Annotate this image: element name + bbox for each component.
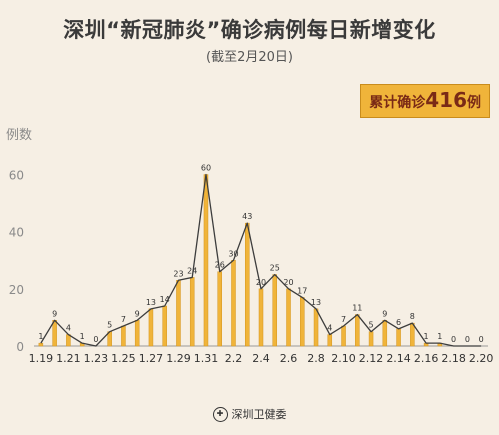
bar bbox=[272, 274, 278, 347]
bar bbox=[38, 342, 44, 347]
bar bbox=[162, 305, 167, 347]
data-label: 24 bbox=[187, 266, 197, 275]
bar bbox=[313, 308, 319, 347]
x-tick-label: 1.31 bbox=[194, 352, 219, 365]
bar bbox=[258, 288, 264, 347]
bar bbox=[286, 288, 291, 347]
data-label: 43 bbox=[242, 212, 252, 221]
source-label: 深圳卫健委 bbox=[231, 408, 287, 421]
data-label: 1 bbox=[38, 332, 43, 341]
bar bbox=[134, 320, 140, 347]
x-tick-label: 2.12 bbox=[359, 352, 384, 365]
total-confirmed-label: 累计确诊 bbox=[369, 95, 426, 111]
data-label: 0 bbox=[465, 335, 470, 344]
x-tick-label: 1.23 bbox=[84, 352, 109, 365]
health-commission-logo-icon: ✚ bbox=[212, 406, 228, 422]
data-label: 6 bbox=[396, 318, 401, 327]
bar bbox=[341, 325, 346, 347]
total-confirmed-unit: 例 bbox=[467, 95, 481, 111]
x-tick-label: 2.20 bbox=[469, 352, 494, 365]
data-label: 1 bbox=[80, 332, 85, 341]
data-label: 23 bbox=[173, 269, 183, 278]
x-tick-label: 1.19 bbox=[29, 352, 54, 365]
data-label: 4 bbox=[66, 324, 71, 333]
data-label: 9 bbox=[52, 309, 57, 318]
data-label: 7 bbox=[341, 315, 346, 324]
data-label: 7 bbox=[121, 315, 126, 324]
bar bbox=[203, 174, 209, 347]
bar bbox=[148, 308, 154, 347]
y-tick-label: 60 bbox=[9, 169, 24, 183]
total-confirmed-badge: 累计确诊416例 bbox=[360, 84, 490, 118]
x-tick-label: 2.6 bbox=[280, 352, 298, 365]
x-tick-label: 2.2 bbox=[225, 352, 243, 365]
y-tick-label: 0 bbox=[16, 340, 24, 354]
data-label: 0 bbox=[451, 335, 456, 344]
bar bbox=[355, 314, 360, 347]
chart-title: 深圳“新冠肺炎”确诊病例每日新增变化 bbox=[63, 18, 436, 42]
data-label: 17 bbox=[297, 286, 307, 295]
data-label: 1 bbox=[437, 332, 442, 341]
x-tick-label: 2.10 bbox=[331, 352, 356, 365]
data-label: 4 bbox=[327, 324, 332, 333]
x-tick-label: 1.29 bbox=[166, 352, 191, 365]
bar bbox=[327, 334, 333, 347]
y-tick-label: 20 bbox=[9, 283, 24, 297]
trend-line bbox=[40, 173, 482, 347]
data-label: 13 bbox=[146, 298, 156, 307]
bar bbox=[189, 277, 195, 347]
bar bbox=[410, 322, 415, 347]
total-confirmed-value: 416 bbox=[425, 88, 467, 112]
source-footer: ✚ 深圳卫健委 bbox=[0, 406, 499, 422]
bar bbox=[121, 325, 126, 347]
data-label: 26 bbox=[215, 261, 225, 270]
x-tick-label: 2.8 bbox=[307, 352, 325, 365]
x-tick-label: 2.18 bbox=[441, 352, 466, 365]
bar bbox=[52, 320, 57, 347]
bar bbox=[368, 331, 374, 347]
chart-subtitle: (截至2月20日) bbox=[206, 50, 293, 65]
data-label: 13 bbox=[311, 298, 321, 307]
x-tick-label: 2.14 bbox=[386, 352, 411, 365]
bar bbox=[396, 328, 401, 347]
data-label: 14 bbox=[160, 295, 170, 304]
data-label: 25 bbox=[270, 264, 280, 273]
bar bbox=[382, 320, 388, 347]
x-tick-label: 1.27 bbox=[139, 352, 164, 365]
data-label: 30 bbox=[228, 249, 238, 258]
x-tick-label: 1.25 bbox=[111, 352, 136, 365]
data-label: 20 bbox=[256, 278, 266, 287]
y-tick-label: 40 bbox=[9, 226, 24, 240]
bar bbox=[66, 334, 71, 347]
data-label: 1 bbox=[424, 332, 429, 341]
data-label: 9 bbox=[382, 309, 387, 318]
bar bbox=[231, 260, 236, 347]
data-label: 11 bbox=[352, 304, 362, 313]
bar bbox=[300, 297, 305, 347]
x-tick-label: 1.21 bbox=[56, 352, 81, 365]
data-label: 60 bbox=[201, 164, 211, 173]
x-tick-label: 2.4 bbox=[252, 352, 270, 365]
data-label: 5 bbox=[107, 321, 112, 330]
bar bbox=[176, 280, 181, 347]
data-label: 0 bbox=[479, 335, 484, 344]
x-tick-label: 2.16 bbox=[414, 352, 439, 365]
data-label: 9 bbox=[135, 309, 140, 318]
y-axis-label: 例数 bbox=[6, 128, 33, 143]
bar bbox=[217, 271, 222, 347]
bar bbox=[244, 222, 250, 347]
data-label: 0 bbox=[93, 335, 98, 344]
data-label: 20 bbox=[283, 278, 293, 287]
data-label: 8 bbox=[410, 312, 415, 321]
data-label: 5 bbox=[369, 321, 374, 330]
